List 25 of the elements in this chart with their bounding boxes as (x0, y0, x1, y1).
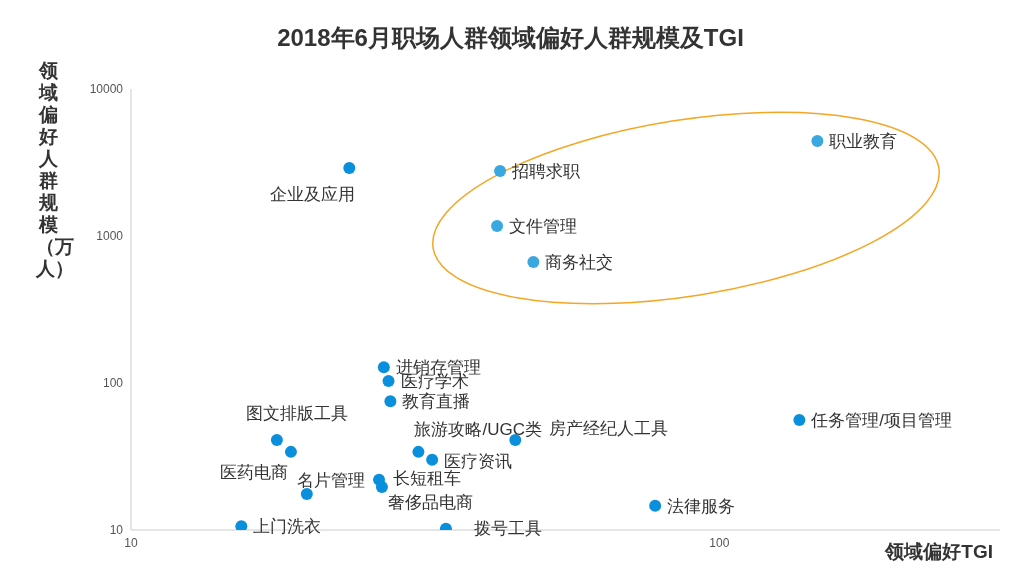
data-label: 任务管理/项目管理 (810, 411, 953, 431)
y-tick-label: 10000 (89, 82, 124, 97)
data-label: 名片管理 (296, 470, 365, 490)
y-tick-label: 100 (102, 376, 124, 391)
data-label: 旅游攻略/UGC类 (414, 419, 542, 439)
y-tick-label: 1000 (96, 229, 124, 244)
data-label: 职业教育 (829, 131, 898, 151)
x-axis-title: 领域偏好TGI (885, 540, 993, 564)
data-label: 招聘求职 (511, 161, 581, 181)
data-label: 商务社交 (545, 253, 614, 273)
data-label: 法律服务 (667, 496, 736, 516)
data-label: 图文排版工具 (245, 403, 348, 423)
data-label: 企业及应用 (269, 185, 355, 205)
data-label: 长短租车 (393, 468, 462, 488)
data-label: 教育直播 (402, 392, 471, 412)
data-label: 上门洗衣 (253, 517, 322, 537)
text: 领域偏好人群规模（万人） (36, 60, 74, 279)
data-label: 文件管理 (509, 216, 578, 236)
data-label: 医药电商 (219, 462, 288, 482)
data-label: 医疗资讯 (444, 451, 513, 471)
data-label: 奢侈品电商 (387, 493, 473, 513)
data-label: 拨号工具 (473, 518, 542, 538)
chart-title: 2018年6月职场人群领域偏好人群规模及TGI (276, 23, 745, 53)
data-label: 房产经纪人工具 (549, 418, 669, 438)
y-tick-label: 10 (109, 523, 124, 538)
